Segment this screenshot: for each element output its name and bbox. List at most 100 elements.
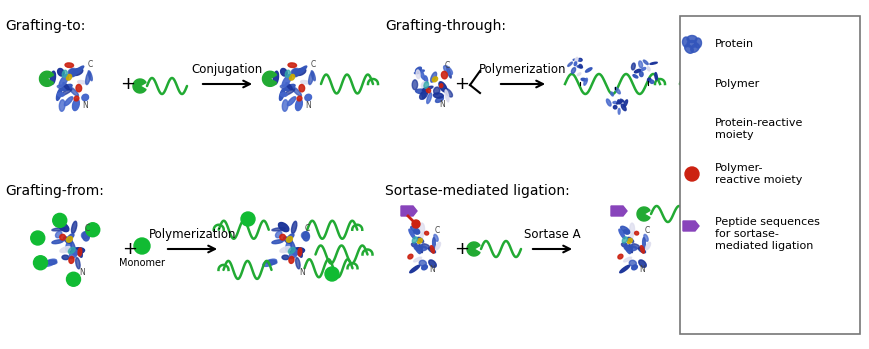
Ellipse shape — [66, 238, 72, 252]
Ellipse shape — [687, 40, 696, 47]
Wedge shape — [683, 121, 698, 137]
Ellipse shape — [70, 69, 76, 77]
Ellipse shape — [613, 105, 616, 109]
Ellipse shape — [421, 265, 427, 270]
Ellipse shape — [433, 87, 439, 94]
Ellipse shape — [574, 57, 577, 62]
Ellipse shape — [428, 260, 435, 267]
Ellipse shape — [311, 71, 315, 81]
Ellipse shape — [77, 81, 86, 84]
Ellipse shape — [415, 70, 420, 79]
Ellipse shape — [295, 99, 302, 111]
Ellipse shape — [66, 74, 71, 80]
Ellipse shape — [65, 63, 74, 67]
Ellipse shape — [428, 248, 435, 253]
Ellipse shape — [627, 237, 633, 243]
Ellipse shape — [432, 238, 434, 249]
Ellipse shape — [616, 101, 622, 104]
Text: C: C — [444, 61, 449, 70]
Text: Sortase-mediated ligation:: Sortase-mediated ligation: — [385, 184, 569, 198]
Text: Peptide sequences
for sortase-
mediated ligation: Peptide sequences for sortase- mediated … — [714, 217, 819, 251]
Ellipse shape — [295, 66, 307, 75]
Text: C: C — [84, 224, 90, 232]
Text: N: N — [79, 268, 84, 277]
Ellipse shape — [426, 88, 430, 93]
Ellipse shape — [419, 223, 424, 235]
Ellipse shape — [571, 68, 575, 73]
Ellipse shape — [82, 94, 89, 101]
Ellipse shape — [419, 260, 426, 266]
Wedge shape — [262, 71, 276, 86]
Polygon shape — [682, 221, 698, 231]
Ellipse shape — [424, 76, 428, 83]
Circle shape — [684, 167, 698, 181]
Ellipse shape — [282, 255, 289, 260]
Ellipse shape — [649, 80, 653, 83]
Ellipse shape — [439, 82, 447, 92]
Ellipse shape — [70, 248, 84, 254]
Ellipse shape — [61, 89, 72, 95]
Ellipse shape — [282, 74, 291, 87]
Ellipse shape — [624, 245, 636, 251]
Text: Sortase A: Sortase A — [524, 228, 580, 241]
Ellipse shape — [287, 97, 295, 106]
Ellipse shape — [290, 242, 295, 256]
Ellipse shape — [66, 237, 72, 242]
Text: Protein-reactive
moiety: Protein-reactive moiety — [714, 118, 802, 140]
Ellipse shape — [426, 93, 431, 104]
Text: N: N — [82, 101, 88, 110]
Ellipse shape — [62, 255, 69, 260]
Ellipse shape — [59, 100, 65, 111]
Ellipse shape — [643, 60, 647, 65]
Ellipse shape — [57, 68, 64, 76]
Ellipse shape — [58, 223, 69, 232]
Ellipse shape — [421, 244, 429, 248]
Ellipse shape — [286, 83, 292, 90]
Ellipse shape — [280, 85, 293, 90]
Ellipse shape — [275, 231, 282, 238]
Ellipse shape — [295, 258, 300, 269]
Ellipse shape — [272, 228, 285, 231]
Ellipse shape — [288, 63, 296, 67]
Ellipse shape — [639, 72, 642, 76]
Text: +: + — [454, 75, 469, 93]
Polygon shape — [610, 206, 627, 216]
Ellipse shape — [76, 84, 82, 92]
Ellipse shape — [278, 223, 289, 232]
Ellipse shape — [68, 234, 74, 239]
Ellipse shape — [409, 265, 419, 273]
Ellipse shape — [284, 89, 295, 95]
Ellipse shape — [413, 230, 419, 234]
Ellipse shape — [72, 99, 79, 111]
Ellipse shape — [642, 238, 645, 249]
Ellipse shape — [434, 87, 441, 91]
Text: Protein: Protein — [714, 39, 753, 49]
Ellipse shape — [272, 240, 283, 244]
Ellipse shape — [576, 66, 582, 68]
Ellipse shape — [421, 86, 433, 91]
Ellipse shape — [647, 78, 650, 82]
Ellipse shape — [638, 248, 645, 253]
Ellipse shape — [302, 232, 309, 241]
Ellipse shape — [408, 229, 415, 239]
Ellipse shape — [574, 62, 576, 66]
Ellipse shape — [681, 37, 689, 47]
Ellipse shape — [295, 68, 306, 75]
Circle shape — [325, 267, 339, 281]
Ellipse shape — [444, 88, 452, 97]
Text: Polymer-
reactive moiety: Polymer- reactive moiety — [714, 163, 801, 185]
Ellipse shape — [617, 100, 620, 104]
Ellipse shape — [281, 68, 287, 76]
Ellipse shape — [308, 72, 313, 84]
Ellipse shape — [623, 100, 627, 107]
Ellipse shape — [59, 74, 69, 87]
Ellipse shape — [289, 257, 294, 263]
Text: C: C — [304, 224, 309, 232]
Ellipse shape — [628, 260, 635, 266]
Text: Monomer: Monomer — [119, 258, 165, 268]
Circle shape — [53, 213, 67, 228]
Ellipse shape — [687, 36, 696, 43]
Text: Polymerization: Polymerization — [149, 228, 236, 241]
Ellipse shape — [60, 246, 71, 253]
Ellipse shape — [618, 109, 620, 114]
